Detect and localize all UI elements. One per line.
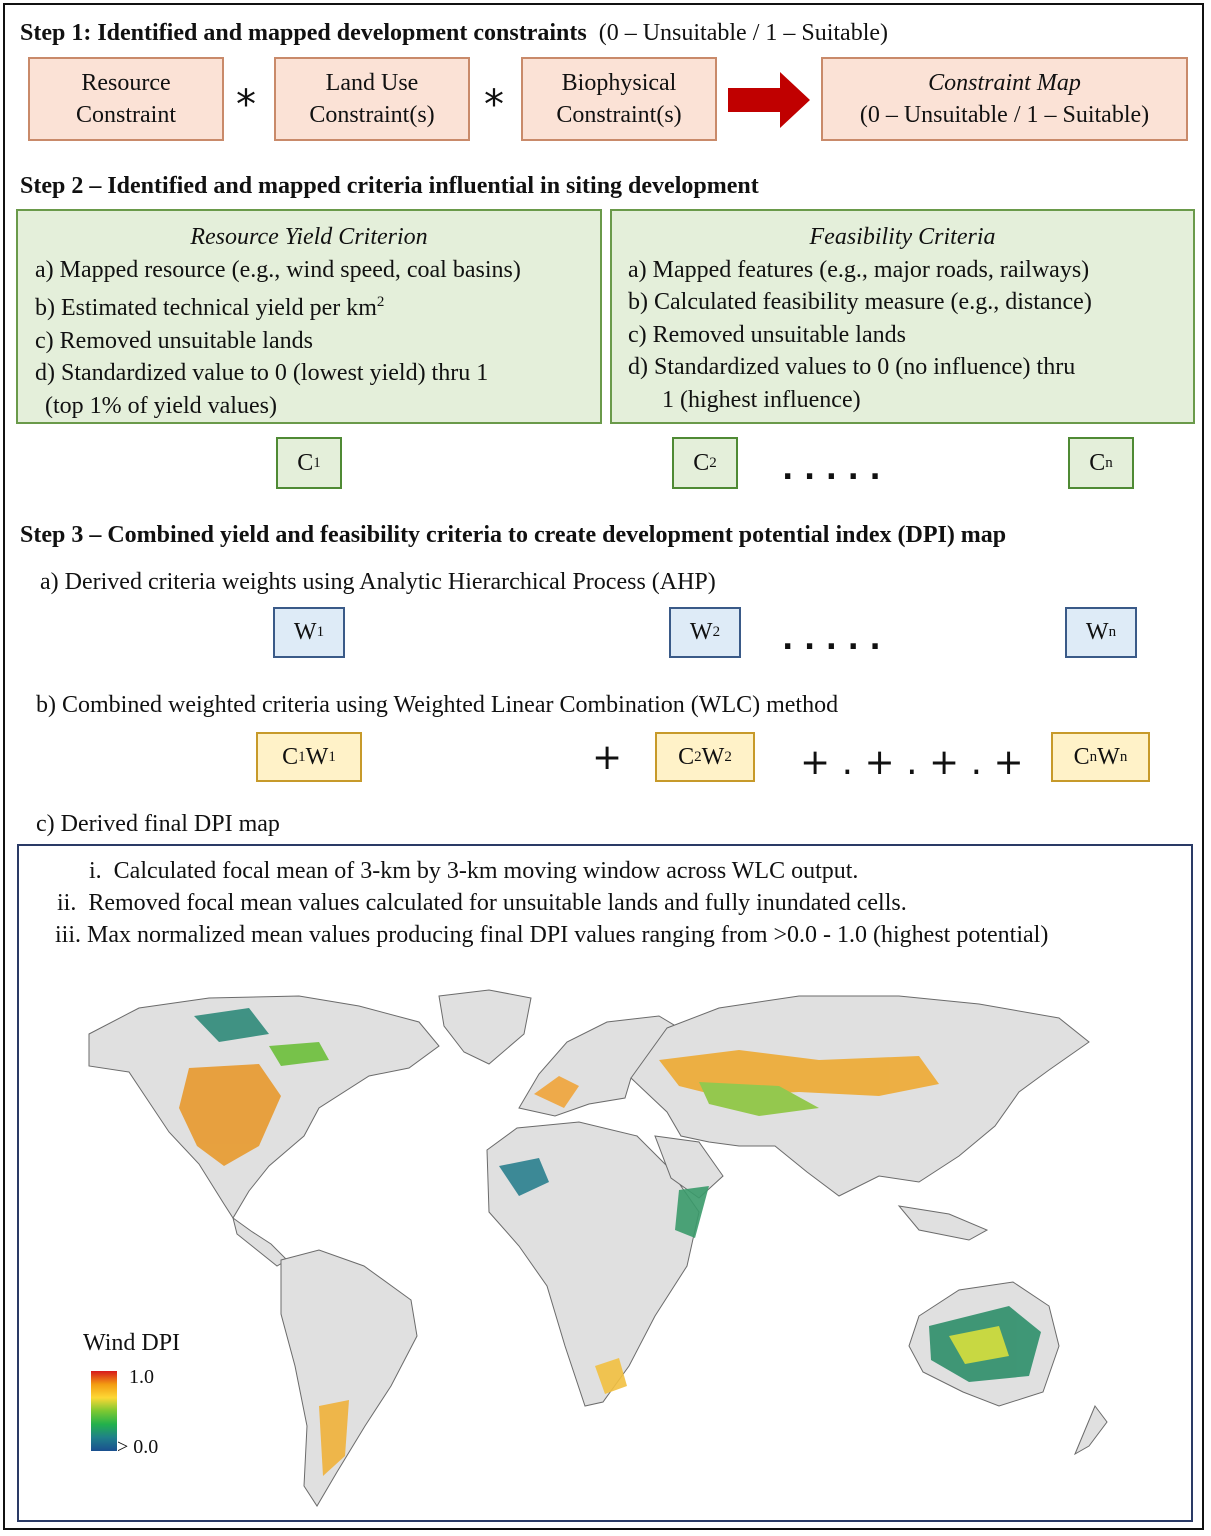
list-item: c) Removed unsuitable lands [628,321,906,348]
list-item: d) Standardized values to 0 (no influenc… [628,354,1076,380]
dpi-patch-patagonia [319,1400,349,1476]
list-item: a) Mapped features (e.g., major roads, r… [628,256,1090,283]
box-line: Constraint Map [928,70,1081,96]
step1-note: (0 – Unsuitable / 1 – Suitable) [598,20,889,46]
resource-constraint-box: Resource Constraint [28,57,224,141]
dpi-patch-europe [534,1076,579,1108]
list-item: c) Removed unsuitable lands [35,327,313,354]
box-line: Constraint(s) [556,102,682,128]
dpi-patch-south-africa [595,1358,627,1394]
figure-frame [3,3,1204,1530]
asia [630,995,1090,1197]
new-zealand [1073,1405,1108,1456]
arabia [654,1135,724,1199]
resource-yield-heading: Resource Yield Criterion [190,224,428,250]
south-america [280,1249,418,1507]
list-item-continuation: (top 1% of yield values) [45,392,277,419]
list-item: b) Calculated feasibility measure (e.g.,… [628,289,1092,315]
list-item: d) Standardized value to 0 (lowest yield… [35,360,489,386]
legend-color-bar [91,1371,117,1451]
ellipsis: . . . . . [782,622,881,657]
list-item: b) Estimated technical yield per km2 [35,294,385,321]
step3-b-text: b) Combined weighted criteria using Weig… [36,692,839,718]
land-use-constraint-box: Land Use Constraint(s) [274,57,470,141]
dpi-patch-australia-yellow [949,1326,1009,1364]
map-step-item: iii. Max normalized mean values producin… [55,922,1049,948]
southeast-asia [897,1205,989,1241]
box-line: Constraint(s) [309,102,435,128]
resource-yield-box: Resource Yield Criterion a) Mapped resou… [16,209,602,424]
greenland [438,989,532,1065]
dpi-patch-horn [675,1186,709,1238]
legend-max-label: 1.0 [129,1366,154,1388]
map-step-item: ii. Removed focal mean values calculated… [57,890,907,916]
dpi-patch-canada [194,1008,269,1042]
feasibility-box: Feasibility Criteria a) Mapped features … [610,209,1195,424]
step3-a-text: a) Derived criteria weights using Analyt… [40,569,716,595]
world-map [88,989,1108,1507]
dpi-patch-sahara [499,1158,549,1196]
box-line: Constraint [76,102,176,128]
dpi-map-panel: i. Calculated focal mean of 3-km by 3-km… [17,844,1193,1522]
map-step-item: i. Calculated focal mean of 3-km by 3-km… [89,858,859,884]
right-arrow-icon [728,72,810,128]
feasibility-heading: Feasibility Criteria [809,224,996,250]
dpi-patch-canada-green [269,1042,329,1066]
box-line: (0 – Unsuitable / 1 – Suitable) [859,102,1150,128]
step1-title: Step 1: Identified and mapped developmen… [20,20,889,46]
africa [486,1121,700,1407]
biophysical-constraint-box: Biophysical Constraint(s) [521,57,717,141]
central-america [232,1216,288,1267]
step3-title: Step 3 – Combined yield and feasibility … [20,522,1007,548]
box-line: Resource [81,70,171,96]
constraint-map-box: Constraint Map (0 – Unsuitable / 1 – Sui… [821,57,1188,141]
multiply-operator: * [236,82,256,128]
box-line: Biophysical [561,70,677,96]
dpi-patch-north-america [179,1064,281,1166]
ellipsis: . . . . . [782,452,881,487]
plus-operator: + [592,737,623,778]
step3-c-text: c) Derived final DPI map [36,811,280,837]
multiply-operator: * [484,82,504,128]
list-item-continuation: 1 (highest influence) [662,386,861,413]
plus-series: + . + . + . + [800,742,1024,783]
box-line: Land Use [325,70,419,96]
list-item: a) Mapped resource (e.g., wind speed, co… [35,256,521,283]
legend-title: Wind DPI [83,1330,181,1356]
dpi-patch-central-asia [699,1082,819,1116]
step2-title: Step 2 – Identified and mapped criteria … [20,173,759,199]
legend-min-label: > 0.0 [117,1436,159,1458]
